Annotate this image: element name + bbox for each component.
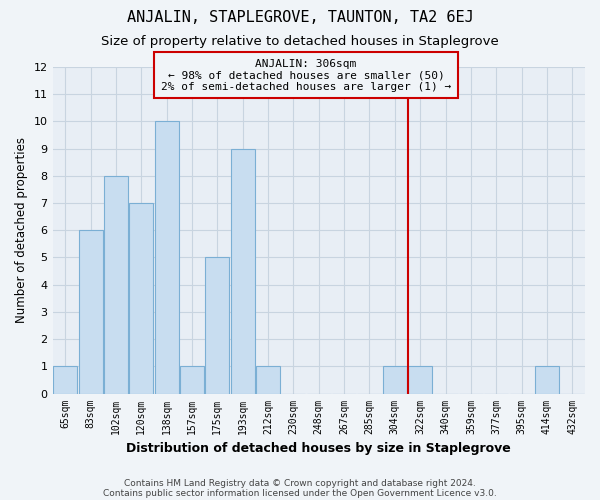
Text: ANJALIN, STAPLEGROVE, TAUNTON, TA2 6EJ: ANJALIN, STAPLEGROVE, TAUNTON, TA2 6EJ <box>127 10 473 25</box>
Bar <box>79 230 103 394</box>
Bar <box>129 203 154 394</box>
Bar <box>256 366 280 394</box>
Bar <box>205 258 229 394</box>
Text: Contains HM Land Registry data © Crown copyright and database right 2024.: Contains HM Land Registry data © Crown c… <box>124 478 476 488</box>
Bar <box>408 366 432 394</box>
Bar <box>53 366 77 394</box>
Bar <box>230 148 255 394</box>
Bar <box>383 366 407 394</box>
Text: Contains public sector information licensed under the Open Government Licence v3: Contains public sector information licen… <box>103 488 497 498</box>
Y-axis label: Number of detached properties: Number of detached properties <box>15 138 28 324</box>
Bar <box>104 176 128 394</box>
Text: Size of property relative to detached houses in Staplegrove: Size of property relative to detached ho… <box>101 35 499 48</box>
X-axis label: Distribution of detached houses by size in Staplegrove: Distribution of detached houses by size … <box>127 442 511 455</box>
Text: ANJALIN: 306sqm
← 98% of detached houses are smaller (50)
2% of semi-detached ho: ANJALIN: 306sqm ← 98% of detached houses… <box>161 58 451 92</box>
Bar <box>535 366 559 394</box>
Bar <box>180 366 204 394</box>
Bar <box>155 122 179 394</box>
